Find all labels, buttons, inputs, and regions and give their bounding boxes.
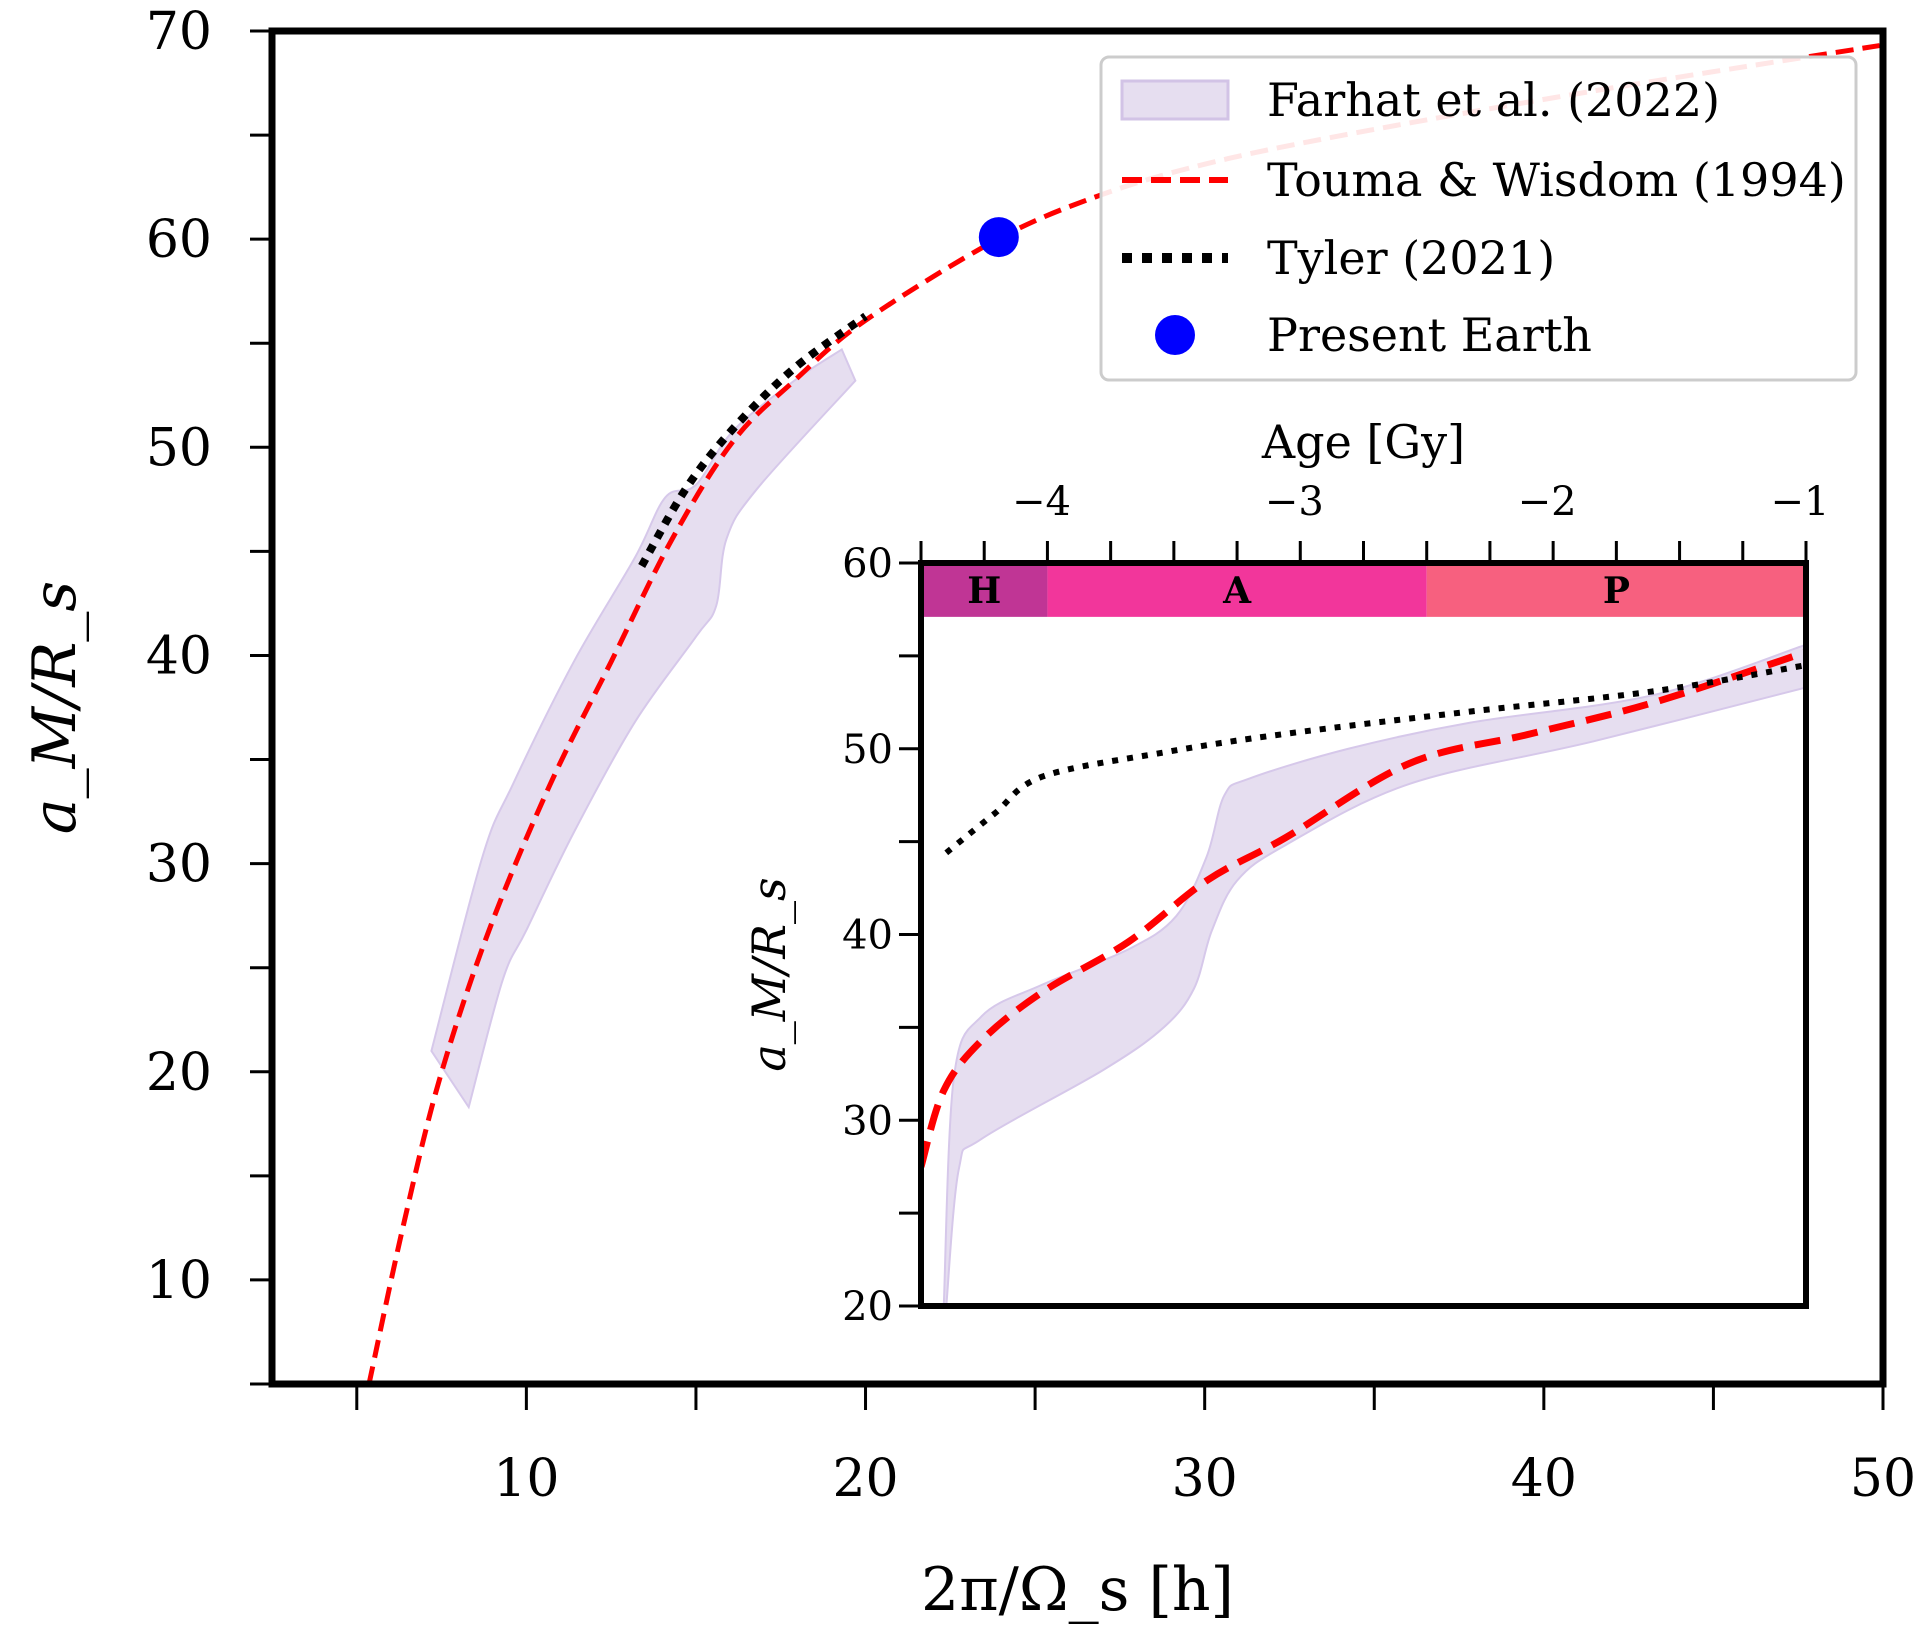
x-tick-label: 30 xyxy=(1172,1449,1238,1509)
legend-entries: Farhat et al. (2022) Touma & Wisdom (1994… xyxy=(1120,73,1846,362)
inset-y-tick-label: 20 xyxy=(842,1284,893,1330)
era-label-h: H xyxy=(967,570,1001,612)
era-band-a xyxy=(1047,563,1427,617)
legend: Farhat et al. (2022) Touma & Wisdom (1994… xyxy=(1099,55,1858,382)
legend-entry-3: Present Earth xyxy=(1155,308,1592,362)
inset-ticks-layer: −4 −3 −2 −1 20 30 40 50 60 xyxy=(842,479,1829,1330)
farhat-band xyxy=(942,643,1806,1306)
inset-y-tick-label: 40 xyxy=(842,913,893,959)
y-tick-label: 30 xyxy=(146,835,212,895)
legend-entry-0: Farhat et al. (2022) xyxy=(1120,73,1720,127)
y-tick-label: 50 xyxy=(146,418,212,478)
inset-axes-frame xyxy=(918,560,1809,1309)
legend-box xyxy=(1099,55,1858,382)
tyler-line xyxy=(638,312,868,568)
inset-x-tick-label: −1 xyxy=(1771,479,1830,525)
legend-label: Touma & Wisdom (1994) xyxy=(1267,153,1846,207)
y-tick-label: 60 xyxy=(146,210,212,270)
y-tick-label: 40 xyxy=(146,626,212,686)
inset-x-tick-label: −4 xyxy=(1012,479,1071,525)
main-ticks-layer: 10 20 30 40 50 10 20 30 40 50 60 70 xyxy=(146,2,1916,1509)
touma-wisdom-line xyxy=(921,648,1806,1168)
farhat-band xyxy=(430,347,857,1110)
legend-label: Farhat et al. (2022) xyxy=(1267,73,1720,127)
inset-y-axis-label: a_M/R_s xyxy=(742,877,796,1071)
inset-x-tick-label: −2 xyxy=(1518,479,1577,525)
legend-swatch-band xyxy=(1120,79,1230,121)
legend-entry-1: Touma & Wisdom (1994) xyxy=(1122,153,1846,207)
x-tick-label: 10 xyxy=(493,1449,559,1509)
legend-label: Tyler (2021) xyxy=(1267,231,1555,285)
inset-x-axis-label: Age [Gy] xyxy=(1261,415,1465,469)
inset-x-tick-label: −3 xyxy=(1265,479,1324,525)
y-tick-label: 10 xyxy=(146,1251,212,1311)
era-band-p xyxy=(1426,563,1806,617)
main-plot: 10 20 30 40 50 10 20 30 40 50 60 70 2π/Ω_s [h] a_M/… xyxy=(20,2,1916,1625)
era-band-h xyxy=(921,563,1048,617)
inset-background xyxy=(921,563,1806,1306)
main-series-layer xyxy=(366,43,1881,1384)
y-tick-label: 20 xyxy=(146,1043,212,1103)
present-earth-marker xyxy=(978,217,1019,258)
main-y-axis-label: a_M/R_s xyxy=(20,581,90,834)
tyler-line xyxy=(944,662,1806,856)
inset-y-tick-label: 30 xyxy=(842,1098,893,1144)
main-axes-frame xyxy=(268,27,1887,1388)
era-label-a: A xyxy=(1222,570,1252,612)
legend-label: Present Earth xyxy=(1267,308,1592,362)
inset-series-layer xyxy=(921,643,1806,1306)
inset-plot: H A P −4 −3 −2 −1 20 30 40 50 60 Age [Gy] a_M/R_s xyxy=(742,415,1829,1330)
legend-entry-2: Tyler (2021) xyxy=(1122,231,1555,285)
x-tick-label: 40 xyxy=(1511,1449,1577,1509)
era-label-p: P xyxy=(1603,570,1630,612)
inset-y-tick-label: 60 xyxy=(842,541,893,587)
legend-swatch-marker xyxy=(1155,315,1195,355)
x-tick-label: 50 xyxy=(1850,1449,1916,1509)
x-tick-label: 20 xyxy=(832,1449,898,1509)
main-x-axis-label: 2π/Ω_s [h] xyxy=(921,1555,1234,1625)
y-tick-label: 70 xyxy=(146,2,212,62)
inset-y-tick-label: 50 xyxy=(842,727,893,773)
